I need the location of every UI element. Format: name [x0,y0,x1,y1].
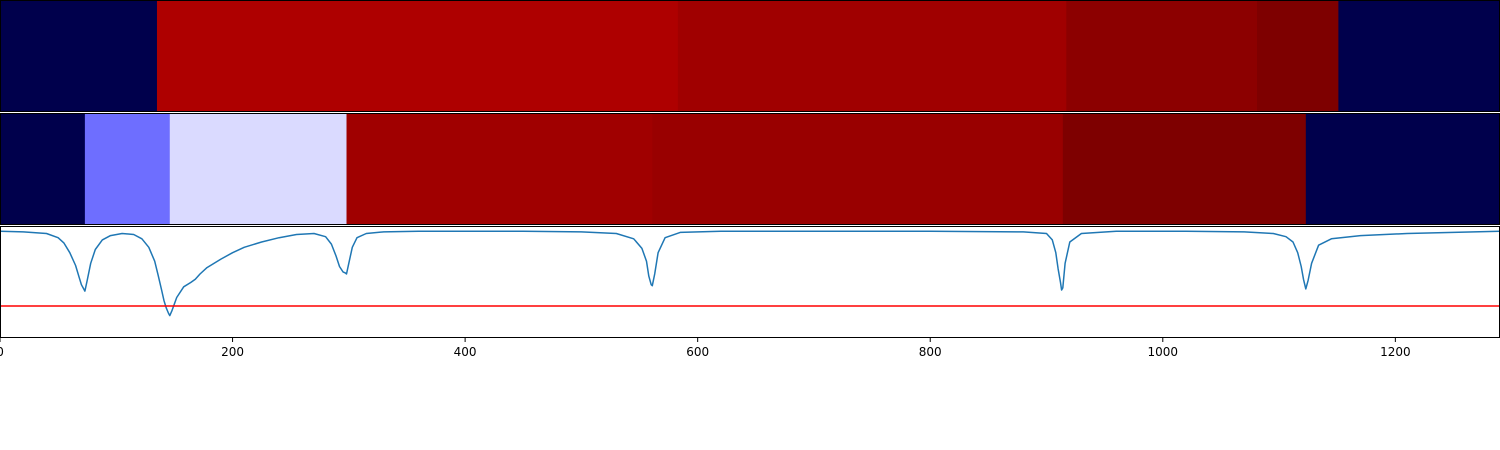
heatmap-2-segment-6 [1305,113,1500,225]
heatmap-2-segment-3 [346,113,653,225]
heatmap-1-segment-5 [1338,0,1500,112]
x-tick-label: 400 [454,345,477,359]
x-tick-label: 200 [221,345,244,359]
heatmap-2-segment-1 [84,113,171,225]
heatmap-2-segment-5 [1062,113,1307,225]
signal-series-line [0,230,1500,317]
axes-frame-3 [0,226,1500,338]
x-tick-label: 1200 [1380,345,1411,359]
x-tick-label: 800 [919,345,942,359]
x-tick-label: 0 [0,345,4,359]
line-plot [0,230,1500,317]
x-tick-label: 1000 [1148,345,1179,359]
x-axis: 0 200 400 600 800 1000 1200 [0,338,1411,359]
x-tick-label: 600 [686,345,709,359]
heatmap-row-2 [0,113,1500,225]
heatmap-1-segment-3 [1066,0,1258,112]
heatmap-2-segment-2 [169,113,348,225]
heatmap-1-segment-0 [0,0,158,112]
heatmap-2-segment-0 [0,113,86,225]
heatmap-1-segment-4 [1256,0,1339,112]
heatmap-1-segment-1 [156,0,679,112]
heatmap-1-segment-2 [677,0,1067,112]
heatmap-2-segment-4 [652,113,1064,225]
heatmap-row-1 [0,0,1500,112]
